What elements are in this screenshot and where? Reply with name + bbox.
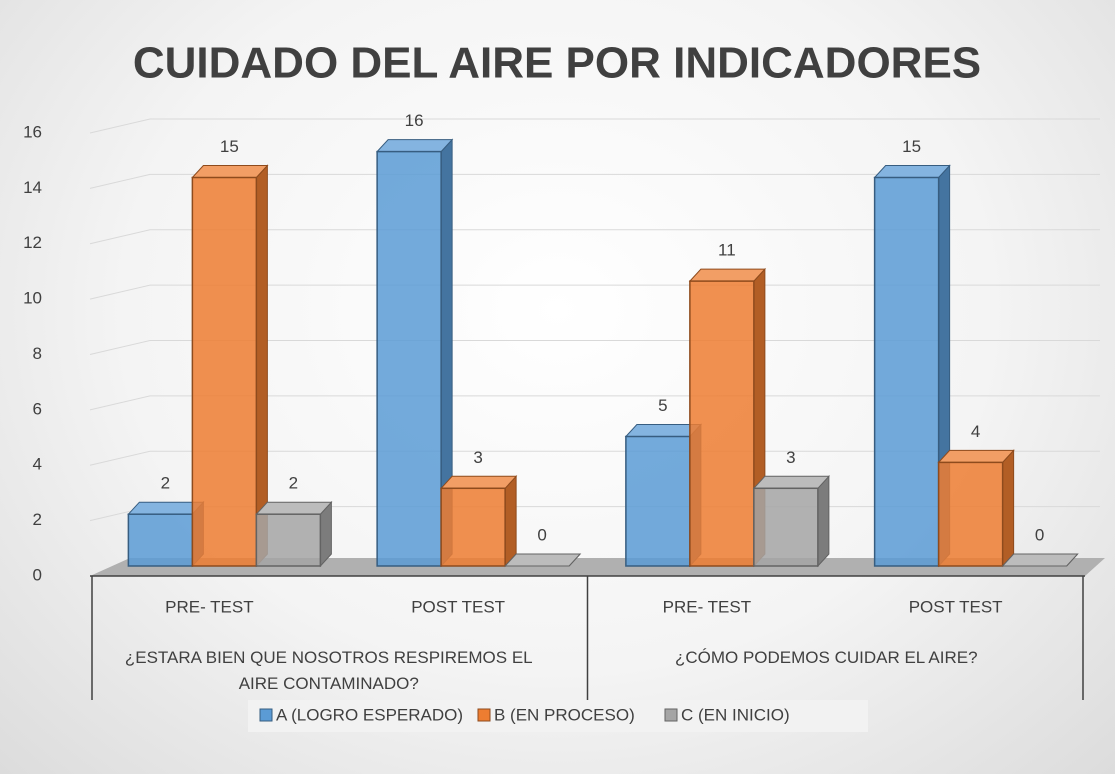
- bar-face: [127, 513, 194, 567]
- bar-face: [440, 487, 506, 567]
- bar-face: [937, 449, 1015, 463]
- group-label: ¿ESTARA BIEN QUE NOSOTROS RESPIREMOS EL …: [124, 648, 533, 693]
- bar-face: [255, 501, 333, 515]
- data-label: 2: [289, 474, 298, 493]
- bar-face: [439, 475, 518, 489]
- bar: [752, 475, 831, 568]
- data-label: 3: [473, 448, 482, 467]
- grid-line: [89, 284, 1100, 300]
- bar-face: [1001, 553, 1079, 567]
- legend-swatch: [477, 708, 491, 722]
- bar-face: [191, 176, 258, 567]
- chart-title: CUIDADO DEL AIRE POR INDICADORES: [133, 39, 981, 88]
- y-tick-label: 16: [23, 122, 42, 141]
- bar: [255, 500, 333, 568]
- y-tick-label: 6: [33, 399, 42, 418]
- y-tick-label: 0: [33, 565, 42, 584]
- bar-face: [625, 435, 691, 567]
- floor: [90, 558, 1105, 576]
- bar-face: [817, 475, 830, 568]
- grid-line: [89, 229, 1100, 245]
- bar-face: [503, 553, 582, 567]
- legend-label: B (EN PROCESO): [494, 705, 635, 724]
- bar-face: [873, 165, 951, 178]
- group-label: ¿CÓMO PODEMOS CUIDAR EL AIRE?: [674, 648, 978, 667]
- bar-face: [255, 513, 322, 567]
- x-tick-label: PRE- TEST: [663, 597, 751, 616]
- bar: [191, 164, 269, 568]
- data-label: 15: [220, 137, 239, 156]
- bar-face: [873, 176, 940, 567]
- x-tick-label: POST TEST: [411, 597, 505, 616]
- bar-face: [191, 165, 269, 178]
- y-tick-label: 12: [23, 233, 42, 252]
- data-label: 16: [405, 111, 424, 130]
- bar: [503, 553, 582, 567]
- data-label: 15: [902, 137, 921, 156]
- legend-label: A (LOGRO ESPERADO): [276, 705, 463, 724]
- grid-line: [89, 340, 1100, 355]
- bar-face: [376, 150, 442, 567]
- grid-line: [89, 118, 1100, 134]
- x-tick-label: POST TEST: [909, 597, 1003, 616]
- bar-face: [752, 475, 831, 489]
- legend-box: [248, 700, 868, 732]
- bar: [1001, 553, 1079, 567]
- data-label: 2: [161, 474, 170, 493]
- y-tick-label: 14: [23, 178, 42, 197]
- y-tick-label: 4: [33, 455, 42, 474]
- data-label: 0: [537, 525, 546, 544]
- grid-line: [89, 395, 1100, 411]
- grid-line: [89, 173, 1100, 189]
- bar: [439, 475, 518, 568]
- y-tick-label: 10: [23, 289, 42, 308]
- bar-face: [375, 139, 454, 153]
- data-label: 5: [658, 396, 667, 415]
- legend-swatch: [664, 708, 678, 722]
- bar-face: [937, 461, 1004, 567]
- bar-face: [753, 487, 819, 567]
- data-label: 0: [1035, 525, 1044, 544]
- grid-line: [89, 450, 1100, 466]
- bar: [375, 138, 454, 568]
- data-label: 3: [786, 448, 795, 467]
- legend-swatch: [259, 708, 273, 722]
- legend-label: C (EN INICIO): [681, 705, 790, 724]
- bar-face: [1002, 449, 1015, 568]
- data-label: 4: [971, 422, 980, 441]
- bar-face: [504, 475, 517, 568]
- y-tick-label: 8: [33, 344, 42, 363]
- bar-face: [688, 268, 767, 282]
- y-tick-label: 2: [33, 510, 42, 529]
- data-label: 11: [718, 241, 736, 260]
- bar-face: [689, 280, 755, 567]
- bar: [937, 449, 1015, 568]
- x-tick-label: PRE- TEST: [165, 597, 253, 616]
